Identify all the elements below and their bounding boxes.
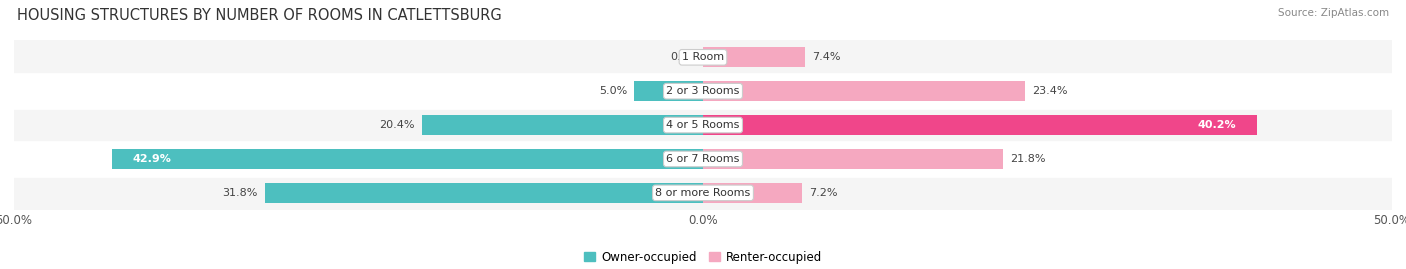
- Bar: [14, 74, 1392, 108]
- Bar: [14, 108, 1392, 142]
- Bar: [703, 81, 1025, 101]
- Bar: [112, 149, 703, 169]
- Text: 2 or 3 Rooms: 2 or 3 Rooms: [666, 86, 740, 96]
- Bar: [264, 183, 703, 203]
- Text: 8 or more Rooms: 8 or more Rooms: [655, 188, 751, 198]
- Bar: [703, 115, 1257, 135]
- Text: 42.9%: 42.9%: [132, 154, 172, 164]
- Text: HOUSING STRUCTURES BY NUMBER OF ROOMS IN CATLETTSBURG: HOUSING STRUCTURES BY NUMBER OF ROOMS IN…: [17, 8, 502, 23]
- Legend: Owner-occupied, Renter-occupied: Owner-occupied, Renter-occupied: [579, 246, 827, 268]
- Text: 0.0%: 0.0%: [671, 52, 699, 62]
- Text: 5.0%: 5.0%: [599, 86, 627, 96]
- Bar: [634, 81, 703, 101]
- Bar: [14, 142, 1392, 176]
- Text: 1 Room: 1 Room: [682, 52, 724, 62]
- Bar: [703, 47, 806, 67]
- Text: 6 or 7 Rooms: 6 or 7 Rooms: [666, 154, 740, 164]
- Text: 4 or 5 Rooms: 4 or 5 Rooms: [666, 120, 740, 130]
- Text: Source: ZipAtlas.com: Source: ZipAtlas.com: [1278, 8, 1389, 18]
- Bar: [14, 176, 1392, 210]
- Text: 23.4%: 23.4%: [1032, 86, 1067, 96]
- Bar: [422, 115, 703, 135]
- Bar: [703, 183, 803, 203]
- Bar: [14, 40, 1392, 74]
- Text: 7.2%: 7.2%: [808, 188, 838, 198]
- Text: 31.8%: 31.8%: [222, 188, 257, 198]
- Bar: [703, 149, 1004, 169]
- Text: 21.8%: 21.8%: [1011, 154, 1046, 164]
- Text: 40.2%: 40.2%: [1198, 120, 1236, 130]
- Text: 20.4%: 20.4%: [380, 120, 415, 130]
- Text: 7.4%: 7.4%: [811, 52, 841, 62]
